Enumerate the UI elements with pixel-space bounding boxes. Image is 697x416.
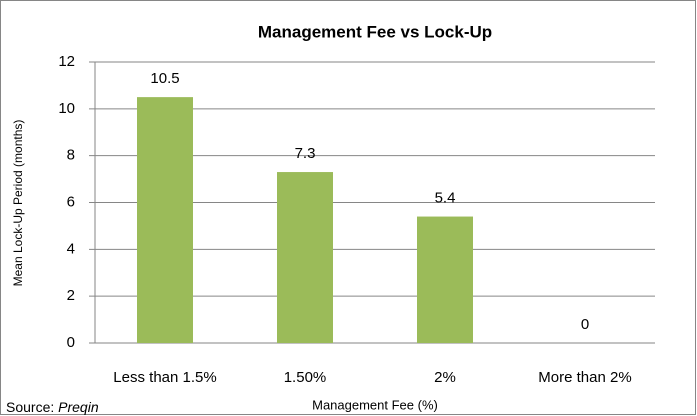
y-tick-label: 4 bbox=[67, 240, 75, 257]
source-name: Preqin bbox=[58, 399, 99, 415]
y-tick-label: 12 bbox=[58, 53, 75, 70]
x-tick-label: More than 2% bbox=[538, 369, 631, 386]
y-tick-label: 2 bbox=[67, 287, 75, 304]
data-label: 10.5 bbox=[150, 70, 179, 87]
y-tick-label: 8 bbox=[67, 147, 75, 164]
y-tick-label: 6 bbox=[67, 193, 75, 210]
x-tick-label: 2% bbox=[434, 369, 456, 386]
data-label: 7.3 bbox=[295, 145, 316, 162]
bar bbox=[417, 216, 473, 343]
data-label: 5.4 bbox=[435, 190, 456, 207]
bar bbox=[137, 97, 193, 343]
source: Source: Preqin bbox=[6, 399, 99, 415]
chart-title: Management Fee vs Lock-Up bbox=[258, 22, 492, 41]
x-axis-title: Management Fee (%) bbox=[312, 397, 438, 412]
source-label: Source: bbox=[6, 399, 54, 415]
y-tick-label: 0 bbox=[67, 334, 75, 351]
x-tick-label: Less than 1.5% bbox=[113, 369, 216, 386]
y-axis-title: Mean Lock-Up Period (months) bbox=[11, 120, 25, 287]
bar bbox=[277, 172, 333, 343]
x-tick-label: 1.50% bbox=[284, 369, 327, 386]
y-tick-label: 10 bbox=[58, 100, 75, 117]
data-label: 0 bbox=[581, 316, 589, 333]
